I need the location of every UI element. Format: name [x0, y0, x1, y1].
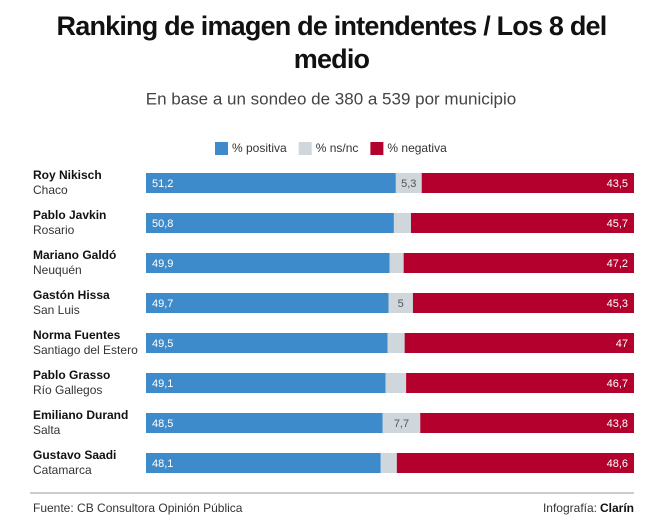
category-sublabel: Rosario — [33, 223, 75, 237]
bar-value-label: 49,9 — [152, 258, 173, 270]
category-label: Gastón Hissa — [33, 288, 110, 302]
bar-segment — [146, 373, 386, 393]
bar-value-label: 49,7 — [152, 298, 173, 310]
bar-segment — [412, 293, 634, 313]
category-label: Gustavo Saadi — [33, 448, 116, 462]
bar-segment — [406, 373, 634, 393]
bar-value-label: 51,2 — [152, 178, 173, 190]
bar-segment — [146, 293, 389, 313]
category-label: Norma Fuentes — [33, 328, 121, 342]
bar-value-label: 49,1 — [152, 378, 173, 390]
credit-name: Clarín — [600, 501, 634, 515]
category-sublabel: Santiago del Estero — [33, 343, 138, 357]
legend-label: % negativa — [387, 141, 447, 155]
credit-label: Infografía: — [543, 501, 597, 515]
legend-swatch — [215, 142, 228, 155]
category-sublabel: Río Gallegos — [33, 383, 102, 397]
bar-segment — [385, 373, 407, 393]
category-sublabel: Catamarca — [33, 463, 92, 477]
bar-segment — [389, 253, 404, 273]
bar-value-label: 7,7 — [394, 418, 409, 430]
bar-segment — [410, 213, 634, 233]
bar-segment — [388, 293, 413, 313]
bar-segment — [382, 413, 421, 433]
bar-value-label: 43,8 — [607, 418, 628, 430]
legend-label: % ns/nc — [316, 141, 359, 155]
chart-title: Ranking de imagen de intendentes / Los 8… — [56, 11, 608, 74]
bar-segment — [146, 413, 383, 433]
category-sublabel: Neuquén — [33, 263, 82, 277]
category-label: Pablo Javkin — [33, 208, 106, 222]
chart-subtitle: En base a un sondeo de 380 a 539 por mun… — [146, 89, 517, 108]
category-sublabel: Salta — [33, 423, 61, 437]
category-label: Pablo Grasso — [33, 368, 110, 382]
bar-value-label: 47,2 — [607, 258, 628, 270]
bar-segment — [393, 213, 411, 233]
category-sublabel: Chaco — [33, 183, 68, 197]
category-sublabel: San Luis — [33, 303, 80, 317]
bar-segment — [146, 253, 390, 273]
bar-segment — [421, 173, 634, 193]
legend-label: % positiva — [232, 141, 287, 155]
bar-value-label: 45,7 — [607, 218, 628, 230]
bar-segment — [146, 453, 381, 473]
category-label: Mariano Galdó — [33, 248, 116, 262]
bar-value-label: 47 — [616, 338, 628, 350]
bar-segment — [146, 333, 388, 353]
bar-segment — [396, 453, 634, 473]
bar-value-label: 43,5 — [607, 178, 628, 190]
bar-segment — [387, 333, 405, 353]
bar-value-label: 48,6 — [607, 458, 628, 470]
bar-value-label: 5,3 — [401, 178, 416, 190]
source: Fuente: CB Consultora Opinión Pública — [33, 501, 243, 515]
bar-value-label: 45,3 — [607, 298, 628, 310]
bar-segment — [395, 173, 422, 193]
bar-value-label: 50,8 — [152, 218, 173, 230]
bar-segment — [403, 253, 634, 273]
bar-value-label: 46,7 — [607, 378, 628, 390]
bar-segment — [404, 333, 634, 353]
bar-value-label: 48,1 — [152, 458, 173, 470]
bar-segment — [380, 453, 397, 473]
category-label: Roy Nikisch — [33, 168, 102, 182]
bar-segment — [146, 173, 396, 193]
category-label: Emiliano Durand — [33, 408, 128, 422]
bar-segment — [146, 213, 394, 233]
bar-segment — [420, 413, 634, 433]
bar-value-label: 49,5 — [152, 338, 173, 350]
bar-value-label: 5 — [398, 298, 404, 310]
legend-swatch — [370, 142, 384, 155]
legend-swatch — [298, 142, 312, 155]
bar-value-label: 48,5 — [152, 418, 173, 430]
